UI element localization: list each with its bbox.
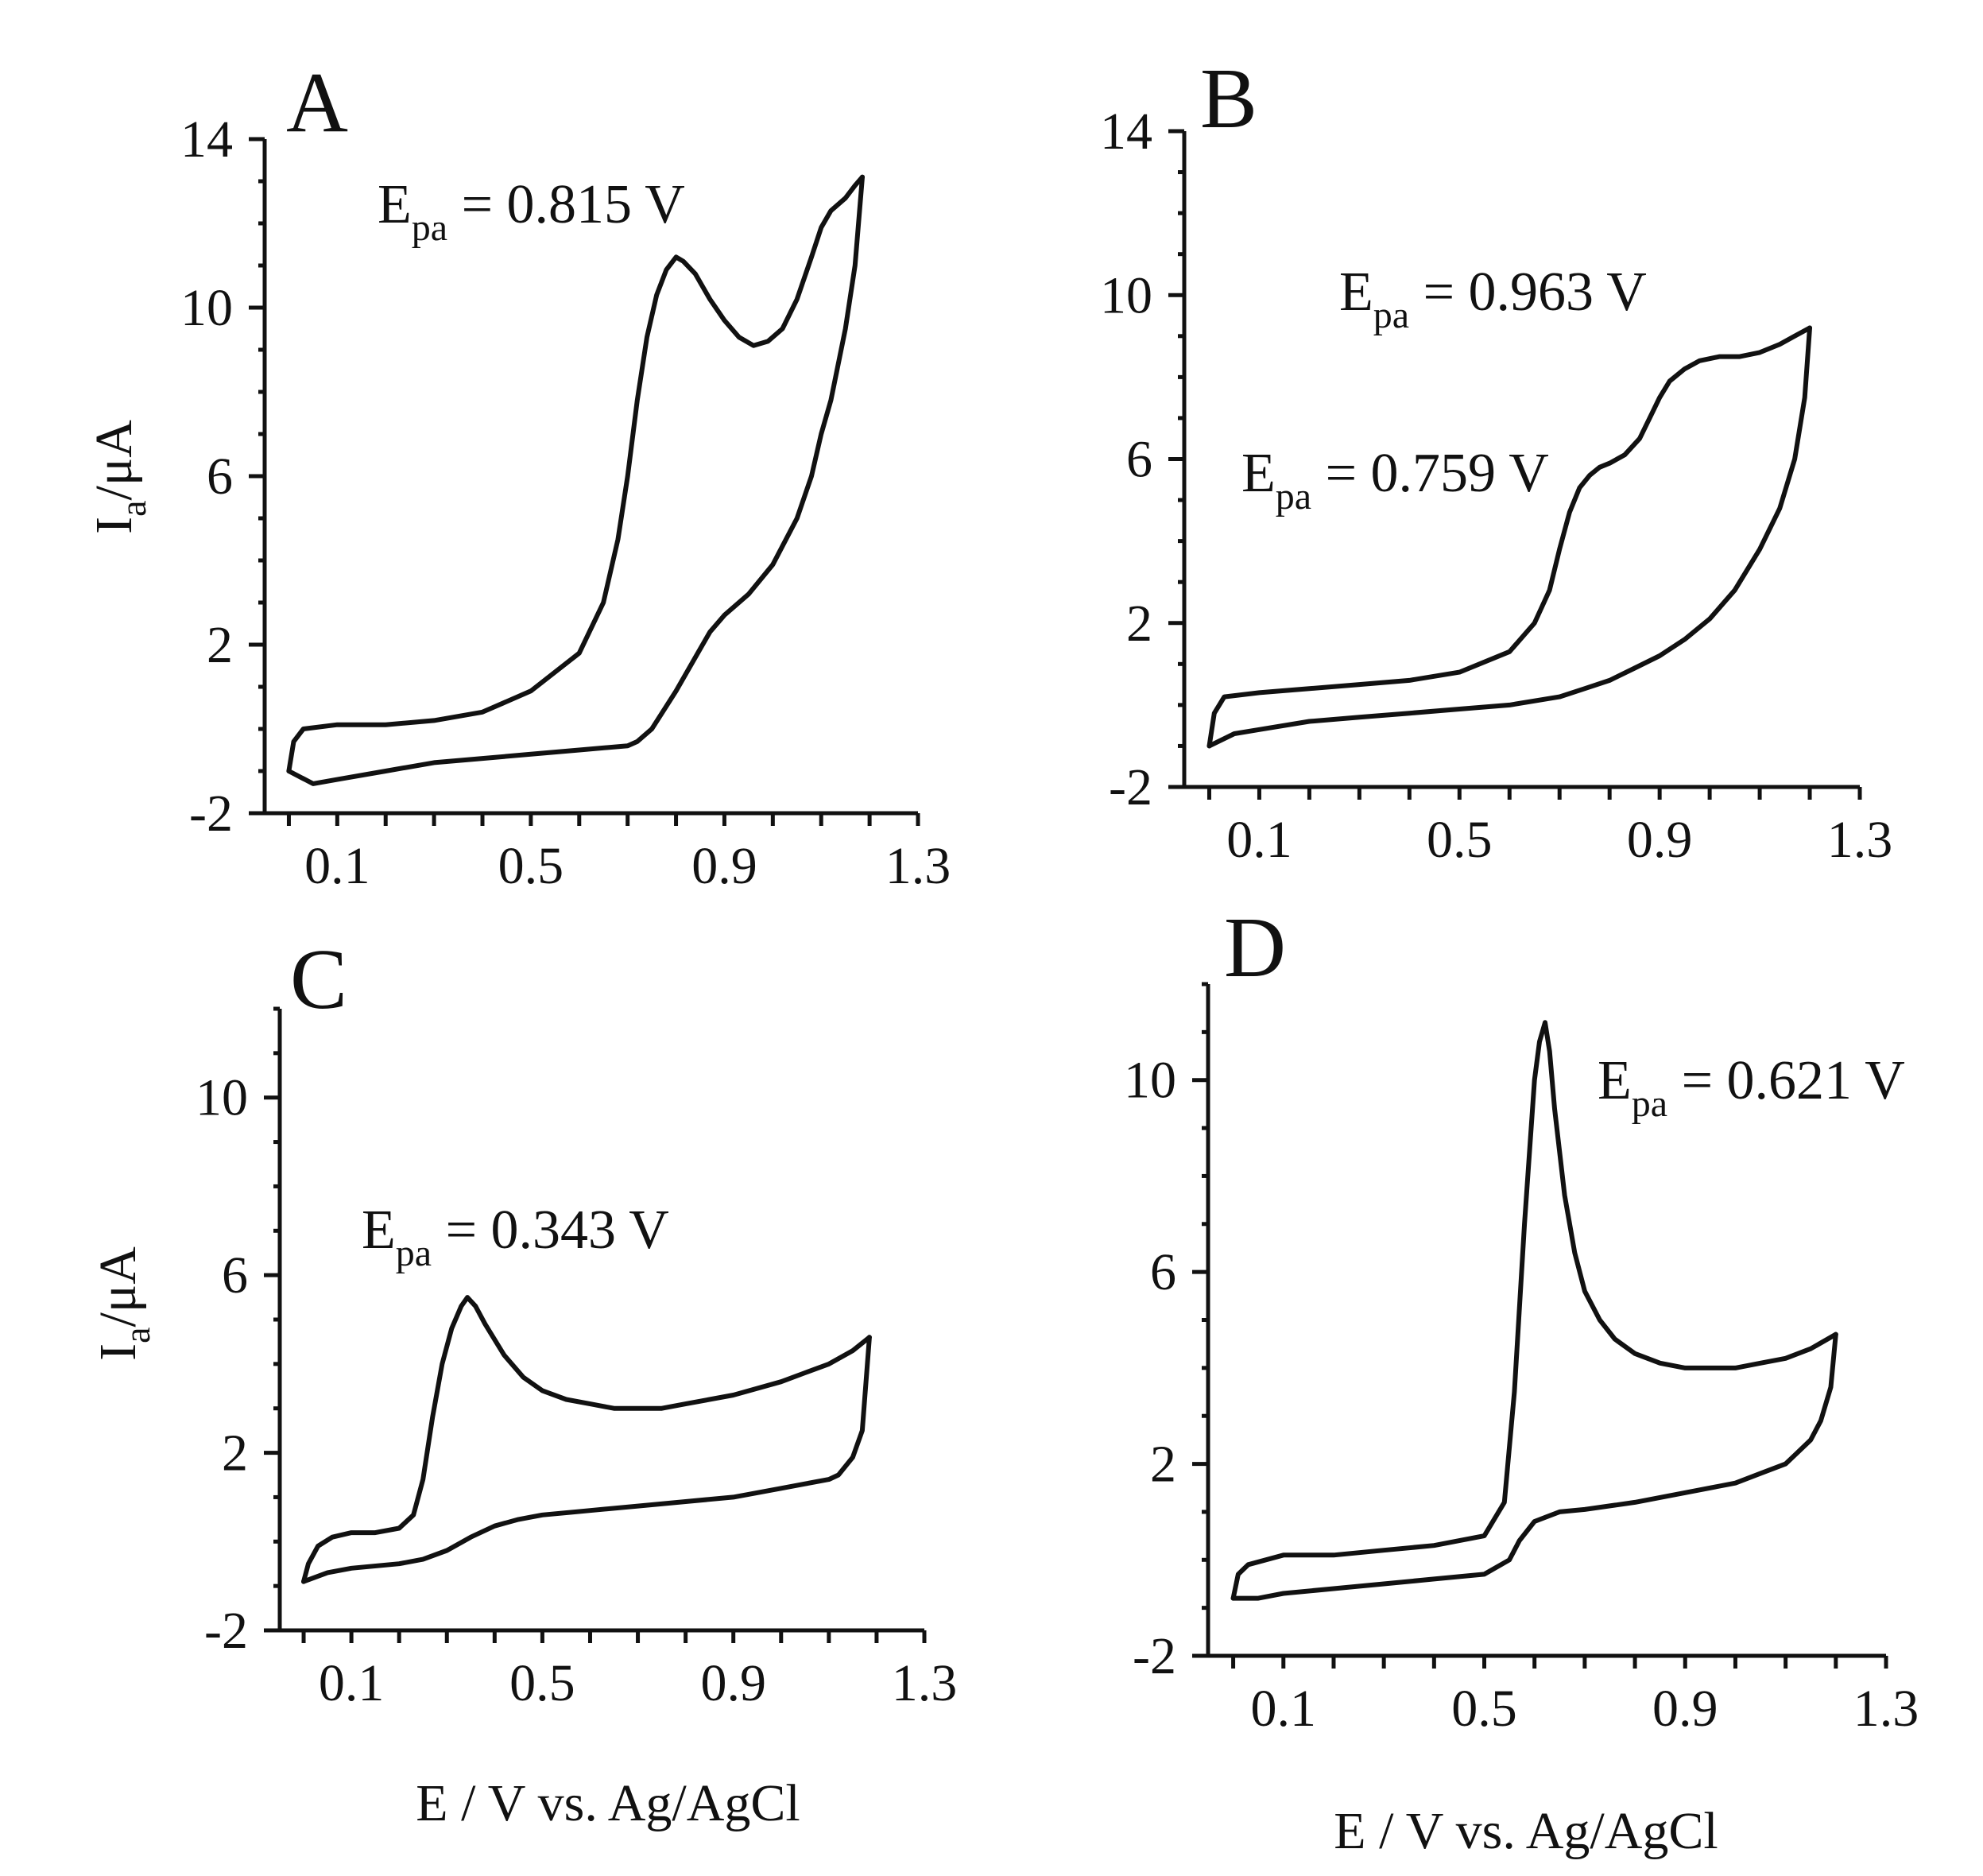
x-tick-label: 1.3 [892,1654,958,1712]
y-tick-label: 6 [207,448,233,506]
peak-potential-annotation: Epa = 0.759 V [1241,443,1549,517]
x-tick-label: 0.9 [1652,1680,1718,1738]
peak-potential-annotation: Epa = 0.621 V [1598,1050,1905,1125]
series-line-reverse [301,1335,872,1584]
y-tick-label: -2 [1133,1627,1176,1685]
y-tick-label: 2 [207,616,233,674]
x-tick-label: 1.3 [1827,811,1893,869]
panel-c: -2 2 6 10 0.1 0.5 0.9 1.3 C Ia/μA E / V vs. Ag/AgC… [89,932,957,1832]
series-line-forward [1206,325,1812,749]
x-tick-label: 0.5 [509,1654,575,1712]
panel-letter: B [1200,52,1257,146]
series-line-reverse [1206,325,1812,749]
x-tick-label: 0.1 [1226,811,1292,869]
panel-letter: A [286,56,348,150]
y-tick-label: 10 [1100,266,1152,324]
peak-potential-annotation: Epa = 0.815 V [378,174,685,249]
y-axis-title-text: Ia/μA [85,420,153,534]
panel-d: -2 2 6 10 0.1 0.5 0.9 1.3 D E / V vs. Ag/AgCl Epa … [1124,901,1919,1860]
y-axis-title: Ia/μA [85,420,153,534]
y-tick-label: 10 [196,1069,248,1127]
y-tick-label: 6 [1126,431,1152,489]
series-line-forward [286,174,865,773]
y-tick-label: 10 [180,279,233,337]
panel-b: -2 2 6 10 14 0.1 0.5 0.9 1.3 B Epa = 0.963 V Epa = … [1100,52,1892,869]
x-tick-label: 0.9 [1627,811,1693,869]
y-tick-label: 14 [1100,103,1152,161]
x-tick-label: 0.1 [319,1654,385,1712]
y-tick-label: 6 [222,1246,248,1304]
x-axis-title: E / V vs. Ag/AgCl [1334,1802,1718,1860]
series-line-reverse [1230,1331,1838,1601]
panel-letter: C [290,932,347,1027]
x-tick-label: 1.3 [1853,1680,1919,1738]
x-tick-label: 0.5 [1427,811,1493,869]
x-tick-label: 0.9 [691,837,757,895]
x-tick-label: 0.5 [1451,1680,1517,1738]
y-axis-title-text: Ia/μA [89,1246,157,1361]
series-line-forward [301,1295,872,1584]
panel-a: -2 2 6 10 14 0.1 0.5 0.9 1.3 A Ia/μA Epa = 0.815 V [85,56,951,895]
series-line-forward [1230,1020,1838,1601]
peak-potential-annotation: Epa = 0.343 V [362,1200,669,1274]
peak-potential-annotation: Epa = 0.963 V [1339,262,1647,336]
y-tick-label: 2 [222,1424,248,1483]
y-tick-label: -2 [189,785,233,843]
y-tick-label: -2 [1109,758,1152,816]
x-tick-label: 0.5 [498,837,564,895]
panel-letter: D [1224,901,1286,995]
x-tick-label: 1.3 [885,837,951,895]
y-tick-label: 10 [1124,1052,1176,1110]
x-tick-label: 0.9 [700,1654,766,1712]
y-tick-label: -2 [204,1602,248,1660]
y-tick-label: 14 [180,110,233,169]
x-axis-title: E / V vs. Ag/AgCl [416,1774,800,1832]
y-tick-label: 6 [1150,1243,1176,1301]
x-tick-label: 0.1 [1251,1680,1317,1738]
y-tick-label: 2 [1150,1436,1176,1494]
y-axis-title: Ia/μA [89,1246,157,1361]
series-line-reverse [286,174,865,786]
y-tick-label: 2 [1126,595,1152,653]
x-tick-label: 0.1 [304,837,370,895]
